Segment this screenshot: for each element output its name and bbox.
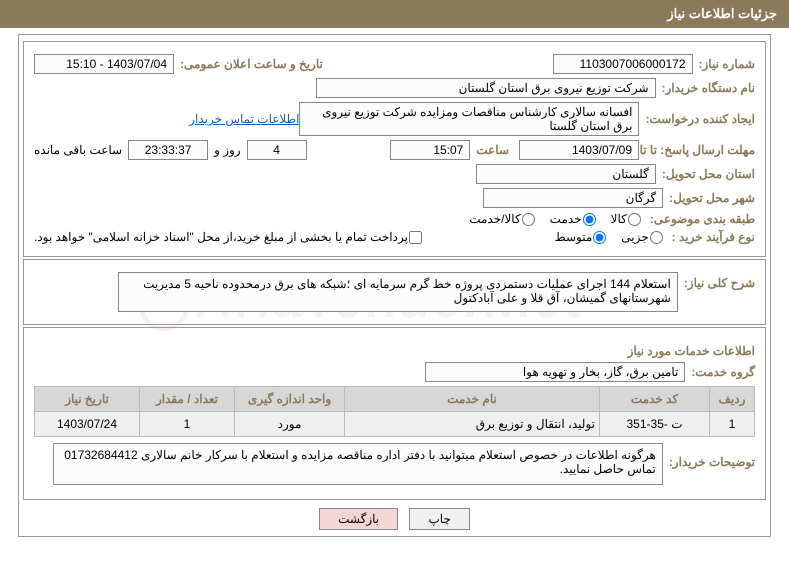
remaining-days-value: 4 — [247, 140, 307, 160]
buyer-org-value: شرکت توزیع نیروی برق استان گلستان — [316, 78, 656, 98]
services-section-title: اطلاعات خدمات مورد نیاز — [34, 344, 755, 358]
proc-minor-radio[interactable] — [650, 231, 663, 244]
col-qty: تعداد / مقدار — [140, 387, 235, 412]
cat-service-radio[interactable] — [583, 213, 596, 226]
cell-unit: مورد — [235, 412, 345, 437]
proc-minor-label: جزیی — [621, 230, 648, 244]
deadline-time-value: 15:07 — [390, 140, 470, 160]
deadline-date-value: 1403/07/09 — [519, 140, 639, 160]
province-label: استان محل تحویل: — [662, 167, 755, 181]
table-row: 1 ت -35-351 تولید، انتقال و توزیع برق مو… — [35, 412, 755, 437]
buyer-org-label: نام دستگاه خریدار: — [662, 81, 756, 95]
col-date: تاریخ نیاز — [35, 387, 140, 412]
page-header: جزئیات اطلاعات نیاز — [0, 0, 789, 28]
days-and-label: روز و — [214, 143, 241, 157]
requester-label: ایجاد کننده درخواست: — [645, 112, 755, 126]
cell-qty: 1 — [140, 412, 235, 437]
overview-value: استعلام 144 اجرای عملیات دستمزدی پروژه خ… — [118, 272, 678, 312]
content-wrapper: شماره نیاز: 1103007006000172 تاریخ و ساع… — [18, 34, 771, 537]
button-row: چاپ بازگشت — [23, 502, 766, 532]
service-group-label: گروه خدمت: — [691, 365, 755, 379]
table-header-row: ردیف کد خدمت نام خدمت واحد اندازه گیری ت… — [35, 387, 755, 412]
page-title: جزئیات اطلاعات نیاز — [667, 6, 777, 21]
category-label: طبقه بندی موضوعی: — [650, 212, 755, 226]
buyer-contact-link[interactable]: اطلاعات تماس خریدار — [189, 112, 299, 126]
buyer-notes-value: هرگونه اطلاعات در خصوص استعلام میتوانید … — [53, 443, 663, 485]
announce-value: 1403/07/04 - 15:10 — [34, 54, 174, 74]
overview-label: شرح کلی نیاز: — [684, 276, 755, 290]
need-no-value: 1103007006000172 — [553, 54, 693, 74]
cat-goods-service-label: کالا/خدمت — [469, 212, 520, 226]
buyer-notes-label: توضیحات خریدار: — [669, 455, 755, 469]
province-value: گلستان — [476, 164, 656, 184]
need-no-label: شماره نیاز: — [699, 57, 755, 71]
col-row: ردیف — [710, 387, 755, 412]
col-code: کد خدمت — [600, 387, 710, 412]
city-label: شهر محل تحویل: — [669, 191, 755, 205]
process-label: نوع فرآیند خرید : — [672, 230, 755, 244]
cat-goods-radio[interactable] — [628, 213, 641, 226]
print-button[interactable]: چاپ — [409, 508, 469, 530]
overview-panel: شرح کلی نیاز: استعلام 144 اجرای عملیات د… — [23, 259, 766, 325]
back-button[interactable]: بازگشت — [319, 508, 398, 530]
remaining-time-value: 23:33:37 — [128, 140, 208, 160]
remaining-label: ساعت باقی مانده — [34, 143, 122, 157]
proc-medium-label: متوسط — [555, 230, 593, 244]
requester-value: افسانه سالاری کارشناس مناقصات ومزایده شر… — [299, 102, 639, 136]
cat-service-label: خدمت — [550, 212, 582, 226]
col-unit: واحد اندازه گیری — [235, 387, 345, 412]
cat-goods-label: کالا — [611, 212, 627, 226]
cell-name: تولید، انتقال و توزیع برق — [345, 412, 600, 437]
services-panel: اطلاعات خدمات مورد نیاز گروه خدمت: تامین… — [23, 327, 766, 500]
payment-treasury-checkbox[interactable] — [409, 231, 422, 244]
cat-goods-service-radio[interactable] — [522, 213, 535, 226]
main-info-panel: شماره نیاز: 1103007006000172 تاریخ و ساع… — [23, 41, 766, 257]
proc-medium-radio[interactable] — [593, 231, 606, 244]
announce-label: تاریخ و ساعت اعلان عمومی: — [180, 57, 323, 71]
deadline-label: مهلت ارسال پاسخ: تا تاریخ: — [645, 143, 755, 157]
time-label: ساعت — [476, 143, 509, 157]
payment-note: پرداخت تمام یا بخشی از مبلغ خرید،از محل … — [34, 230, 408, 244]
col-name: نام خدمت — [345, 387, 600, 412]
cell-row: 1 — [710, 412, 755, 437]
city-value: گرگان — [483, 188, 663, 208]
cell-code: ت -35-351 — [600, 412, 710, 437]
cell-date: 1403/07/24 — [35, 412, 140, 437]
services-table: ردیف کد خدمت نام خدمت واحد اندازه گیری ت… — [34, 386, 755, 437]
service-group-value: تامین برق، گاز، بخار و تهویه هوا — [425, 362, 685, 382]
